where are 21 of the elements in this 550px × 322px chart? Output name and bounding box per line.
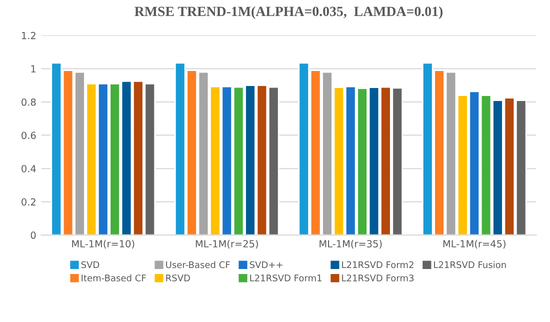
legend-label: L21RSVD Form2 [342, 261, 414, 268]
x-tick-label: ML-1M(r=10) [72, 240, 134, 249]
y-tick-label: 0.8 [22, 98, 36, 106]
y-tick-label: 0.6 [22, 132, 36, 140]
legend-label: User-Based CF [166, 261, 230, 268]
y-tick-label: 1.2 [22, 32, 36, 40]
legend-label: L21RSVD Form3 [342, 274, 414, 282]
legend-label: Item-Based CF [82, 274, 146, 282]
legend-label: L21RSVD Form1 [250, 274, 322, 282]
y-tick-label: 0 [30, 232, 36, 239]
x-tick-label: ML-1M(r=25) [196, 240, 258, 249]
chart-title: RMSE TREND-1M(ALPHA=0.035, LAMDA=0.01) [134, 6, 443, 19]
legend-label: SVD [81, 261, 100, 268]
legend-label: RSVD [166, 274, 190, 282]
legend-label: L21RSVD Fusion [434, 261, 506, 268]
y-tick-label: 0.4 [22, 164, 36, 172]
x-tick-label: ML-1M(r=35) [320, 240, 382, 249]
y-tick-label: 1 [31, 65, 36, 72]
y-tick-label: 0.2 [22, 198, 36, 206]
x-tick-label: ML-1M(r=45) [443, 240, 506, 249]
legend-label: SVD++ [250, 261, 282, 268]
